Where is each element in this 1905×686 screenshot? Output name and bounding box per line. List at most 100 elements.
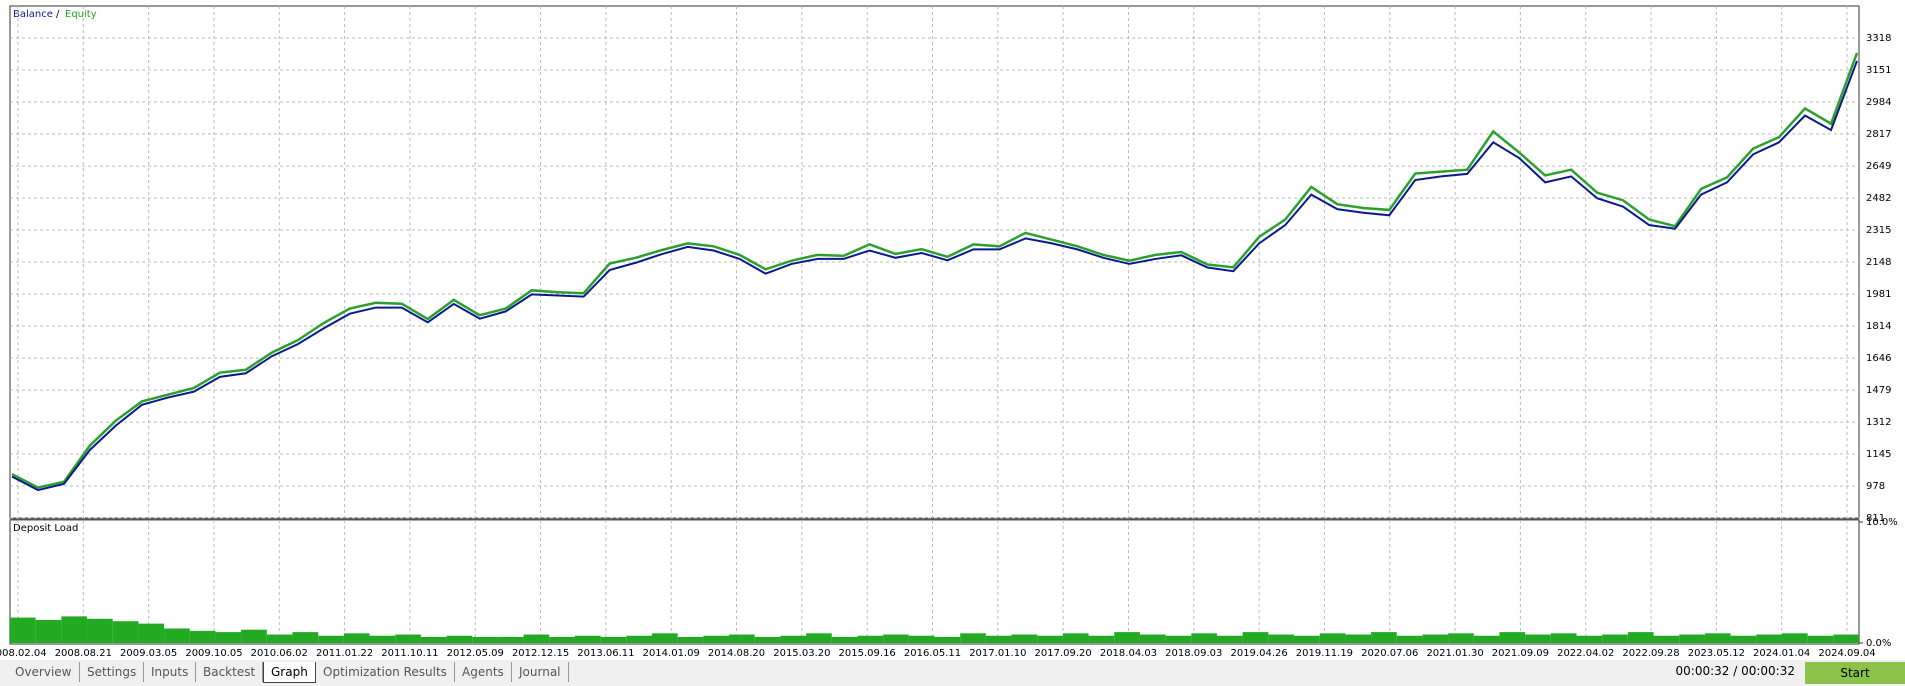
tab[interactable]: Settings [80, 662, 145, 682]
x-tick-label: 2021.01.30 [1426, 648, 1483, 659]
bar [1422, 634, 1449, 643]
bar [1268, 634, 1295, 643]
x-tick-label: 2011.10.11 [381, 648, 438, 659]
bar [164, 628, 190, 643]
y-tick-label: 2315 [1866, 225, 1891, 236]
y-tick-label: 1479 [1866, 385, 1891, 396]
x-tick-label: 2014.01.09 [643, 648, 700, 659]
bar [985, 635, 1012, 643]
bar [61, 616, 88, 643]
bar [652, 633, 678, 643]
bar [1781, 633, 1808, 643]
bar [857, 635, 884, 643]
y-tick-label: 1981 [1866, 289, 1891, 300]
x-tick-label: 2013.06.11 [577, 648, 634, 659]
bar [1627, 632, 1654, 643]
y-tick-label: 3318 [1866, 33, 1891, 44]
bar [549, 636, 575, 643]
bar [1242, 632, 1269, 643]
bar [1062, 633, 1089, 643]
x-tick-label: 2015.03.20 [773, 648, 830, 659]
tab[interactable]: Inputs [144, 662, 197, 682]
bar [1345, 634, 1372, 643]
x-tick-label: 2012.05.09 [447, 648, 504, 659]
bar [318, 635, 344, 643]
bar [1088, 635, 1115, 643]
bar [292, 632, 319, 643]
x-tick-label: 2012.12.15 [512, 648, 569, 659]
bar [806, 633, 832, 643]
bar [420, 636, 447, 643]
bar [1294, 635, 1320, 643]
x-tick-label: 2008.02.04 [0, 648, 47, 659]
bar [1139, 634, 1166, 643]
bar [1037, 635, 1063, 643]
x-tick-label: 2016.05.11 [904, 648, 961, 659]
x-tick-label: 2008.08.21 [55, 648, 112, 659]
x-tick-label: 2020.07.06 [1361, 648, 1418, 659]
x-tick-label: 2019.11.19 [1296, 648, 1353, 659]
bar [1448, 633, 1474, 643]
bar [1653, 635, 1680, 643]
bar [35, 620, 62, 643]
bar [112, 621, 139, 643]
bar [1371, 632, 1397, 643]
bar [1807, 635, 1834, 643]
bar [780, 635, 807, 643]
y-tick-label: 10.0% [1866, 517, 1898, 528]
bar [1833, 634, 1859, 643]
bar [241, 629, 267, 643]
bar [87, 618, 113, 643]
y-tick-label: 1312 [1866, 417, 1891, 428]
bar [189, 630, 216, 643]
x-tick-label: 2021.09.09 [1492, 648, 1549, 659]
x-tick-label: 2017.01.10 [969, 648, 1026, 659]
bar [523, 634, 550, 643]
x-tick-label: 2011.01.22 [316, 648, 373, 659]
legend-equity: Equity [65, 9, 97, 20]
bar [266, 634, 293, 643]
bar [1114, 632, 1140, 643]
tab[interactable]: Optimization Results [316, 662, 455, 682]
bar [138, 623, 165, 643]
y-tick-label: 2649 [1866, 161, 1891, 172]
y-tick-label: 1646 [1866, 353, 1891, 364]
bar [1576, 635, 1603, 643]
bar [1216, 635, 1243, 643]
bar [1602, 634, 1628, 643]
x-tick-label: 2010.06.02 [251, 648, 308, 659]
bar [1704, 633, 1731, 643]
bar [600, 636, 627, 643]
bar [960, 633, 986, 643]
legend-balance: Balance [13, 9, 53, 20]
tab[interactable]: Overview [8, 662, 80, 682]
bar [1396, 635, 1423, 643]
y-tick-label: 2984 [1866, 97, 1891, 108]
bar [395, 634, 421, 643]
bar [574, 635, 601, 643]
y-tick-label: 811 [1866, 513, 1885, 524]
x-tick-label: 2024.01.04 [1753, 648, 1810, 659]
x-tick-label: 2018.09.03 [1165, 648, 1222, 659]
bar [883, 634, 909, 643]
bar [626, 635, 653, 643]
x-tick-label: 2019.04.26 [1230, 648, 1287, 659]
bar [1473, 635, 1500, 643]
y-tick-label: 1145 [1866, 449, 1891, 460]
bar [1525, 634, 1551, 643]
bar [677, 636, 704, 643]
x-tick-label: 2022.09.28 [1622, 648, 1679, 659]
bar [472, 636, 498, 643]
y-tick-label: 1814 [1866, 321, 1891, 332]
tab[interactable]: Backtest [196, 662, 264, 682]
tab[interactable]: Agents [455, 662, 512, 682]
bar [934, 636, 961, 643]
series-line [11, 60, 1858, 492]
x-tick-label: 2023.05.12 [1688, 648, 1745, 659]
tab[interactable]: Journal [512, 662, 569, 682]
start-button[interactable]: Start [1805, 662, 1905, 684]
background [0, 0, 1905, 660]
tab[interactable]: Graph [263, 662, 316, 683]
bar [1756, 634, 1782, 643]
